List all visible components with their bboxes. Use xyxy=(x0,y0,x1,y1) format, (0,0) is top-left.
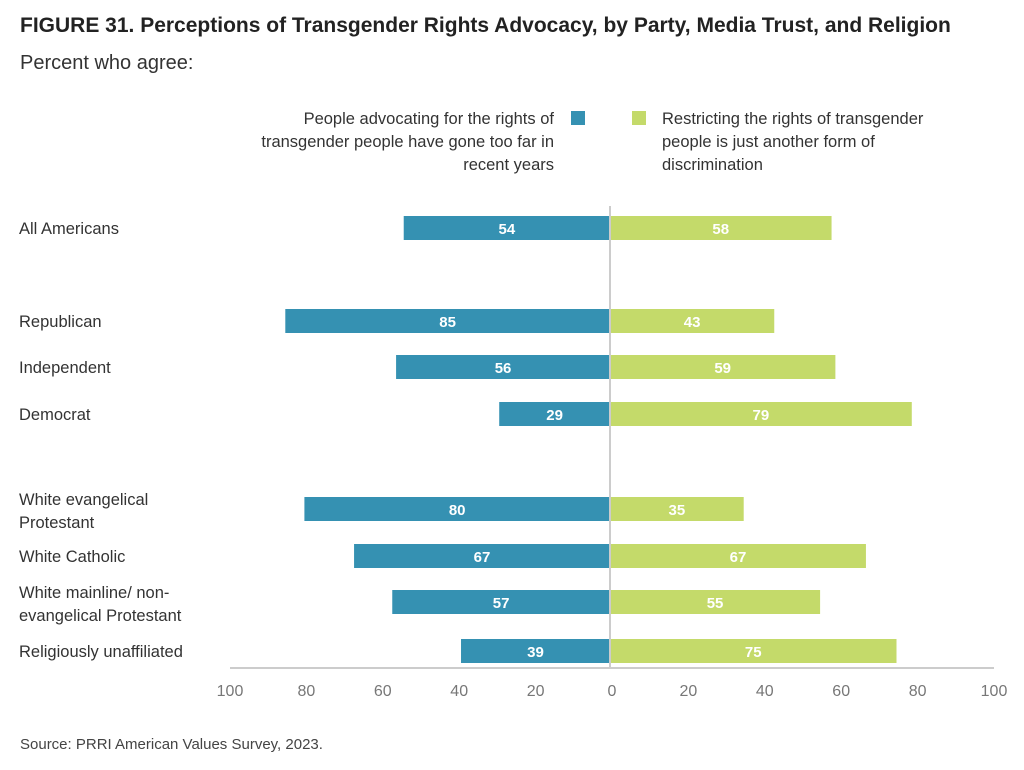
legend-label-right: Restricting the rights of transgender pe… xyxy=(662,108,992,177)
data-label-left: 67 xyxy=(474,549,491,566)
category-label-line: Republican xyxy=(19,313,102,331)
x-tick-label: 20 xyxy=(680,683,698,700)
x-tick-label: 60 xyxy=(374,683,392,700)
legend-swatch-right xyxy=(632,111,646,125)
category-label: White evangelical Protestant xyxy=(19,491,148,532)
legend-right-line: discrimination xyxy=(662,156,763,174)
data-label-left: 29 xyxy=(546,407,563,424)
diverging-bar-chart: All Americans 54 58 Republican 85 43 Independe… xyxy=(19,206,1008,700)
bar-right xyxy=(610,355,836,379)
bar-right xyxy=(610,544,866,568)
category-label-line: White mainline/ non- xyxy=(19,584,169,602)
x-tick-label: 0 xyxy=(608,683,617,700)
bar-right xyxy=(610,497,744,521)
data-label-right: 43 xyxy=(684,314,701,331)
data-label-left: 85 xyxy=(439,314,456,331)
category-label-line: Independent xyxy=(19,359,111,377)
category-label: All Americans xyxy=(19,220,119,238)
category-label: White mainline/ non-evangelical Protesta… xyxy=(19,584,182,625)
legend-left-line: People advocating for the rights of xyxy=(303,110,554,128)
x-tick-label: 40 xyxy=(756,683,774,700)
data-label-right: 55 xyxy=(707,595,724,612)
x-tick-label: 100 xyxy=(217,683,244,700)
data-label-left: 80 xyxy=(449,502,466,519)
legend-right-line: Restricting the rights of transgender xyxy=(662,110,924,128)
data-label-right: 67 xyxy=(730,549,747,566)
source-note: Source: PRRI American Values Survey, 202… xyxy=(20,736,323,753)
bar-left xyxy=(403,216,610,240)
data-label-right: 79 xyxy=(753,407,770,424)
bar-left xyxy=(304,497,610,521)
bar-left xyxy=(499,402,610,426)
category-label: White Catholic xyxy=(19,548,125,566)
bar-left xyxy=(354,544,610,568)
category-label-line: All Americans xyxy=(19,220,119,238)
category-label-line: Religiously unaffiliated xyxy=(19,643,183,661)
bar-left xyxy=(392,590,610,614)
category-label-line: Democrat xyxy=(19,406,91,424)
data-label-right: 58 xyxy=(712,221,729,238)
legend-swatch-left xyxy=(571,111,585,125)
legend-right-line: people is just another form of xyxy=(662,133,875,151)
category-label-line: evangelical Protestant xyxy=(19,607,182,625)
x-tick-label: 80 xyxy=(909,683,927,700)
bar-right xyxy=(610,590,821,614)
bar-right xyxy=(610,216,832,240)
legend-left-line: transgender people have gone too far in xyxy=(261,133,554,151)
data-label-left: 39 xyxy=(527,644,544,661)
data-label-left: 56 xyxy=(495,360,512,377)
data-label-right: 59 xyxy=(714,360,731,377)
bar-right xyxy=(610,639,897,663)
x-tick-label: 20 xyxy=(527,683,545,700)
data-label-right: 75 xyxy=(745,644,762,661)
category-label: Republican xyxy=(19,313,102,331)
bar-left xyxy=(396,355,610,379)
x-tick-label: 80 xyxy=(298,683,316,700)
x-tick-label: 100 xyxy=(981,683,1008,700)
data-label-left: 57 xyxy=(493,595,510,612)
category-label: Democrat xyxy=(19,406,91,424)
category-label: Independent xyxy=(19,359,111,377)
category-label-line: White Catholic xyxy=(19,548,125,566)
figure-subtitle: Percent who agree: xyxy=(20,52,194,74)
bar-left xyxy=(285,309,610,333)
x-tick-label: 40 xyxy=(450,683,468,700)
category-label-line: White evangelical xyxy=(19,491,148,509)
figure-title: FIGURE 31. Perceptions of Transgender Ri… xyxy=(20,14,951,37)
bar-right xyxy=(610,402,912,426)
legend-label-left: People advocating for the rights of tran… xyxy=(224,108,554,177)
category-label: Religiously unaffiliated xyxy=(19,643,183,661)
bar-left xyxy=(461,639,610,663)
x-tick-label: 60 xyxy=(832,683,850,700)
data-label-left: 54 xyxy=(499,221,516,238)
data-label-right: 35 xyxy=(669,502,686,519)
legend-left-line: recent years xyxy=(463,156,554,174)
category-label-line: Protestant xyxy=(19,514,95,532)
bar-right xyxy=(610,309,775,333)
